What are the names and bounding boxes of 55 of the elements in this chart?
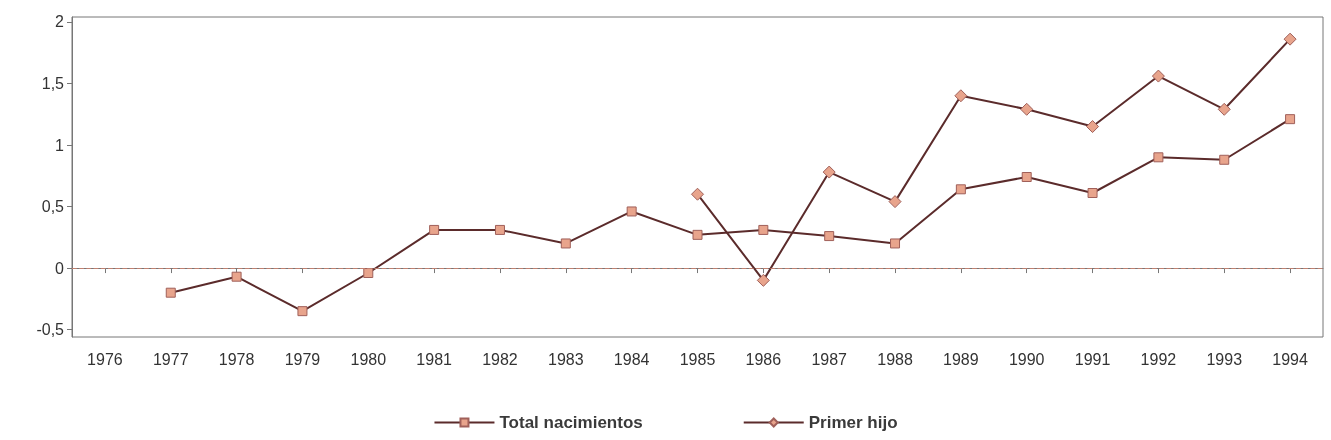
x-tick-label: 1984 [613,350,650,368]
y-tick-label: 1 [55,136,65,154]
point [1151,69,1165,83]
point [692,229,703,240]
x-tick-label: 1986 [745,350,782,368]
y-tick-label: 1,5 [41,74,65,92]
x-tick-label: 1994 [1272,350,1308,368]
point [165,287,176,298]
y-tick-label: 0,5 [41,198,65,216]
x-tick-label: 1983 [548,350,584,368]
point [888,195,902,209]
point [1086,120,1100,134]
x-tick-label: 1980 [350,350,387,368]
x-tick-label: 1987 [811,350,848,368]
point [560,238,571,249]
x-tick-label: 1985 [679,350,716,368]
x-tick-label: 1989 [943,350,979,368]
y-tick-label: 0 [55,259,65,277]
x-tick-label: 1981 [416,350,453,368]
x-tick-label: 1992 [1140,350,1177,368]
point [494,224,505,235]
point [1285,114,1296,125]
x-tick-label: 1977 [152,350,189,368]
point [1087,188,1098,198]
point [363,268,374,278]
point [824,231,835,242]
point [1217,102,1231,116]
point [758,224,769,235]
x-tick-label: 1993 [1206,350,1243,368]
point [1283,32,1297,46]
point [822,165,836,179]
x-tick-label: 1991 [1074,350,1111,368]
point [890,238,901,249]
x-tick-label: 1978 [218,350,255,368]
point [626,206,637,217]
point [691,187,704,201]
point [297,306,308,317]
x-tick-label: 1976 [87,350,123,368]
legend-label: Total nacimientos [499,413,643,432]
point [955,184,966,195]
point [231,271,242,282]
point [429,224,440,235]
x-tick-label: 1982 [482,350,518,368]
x-tick-label: 1990 [1008,350,1045,368]
legend-label: Primer hijo [808,413,898,432]
point [1021,172,1032,182]
x-tick-label: 1979 [284,350,321,368]
point [1153,152,1164,163]
point [1219,154,1230,165]
x-tick-label: 1988 [877,350,913,368]
point [1020,102,1034,116]
point [756,273,770,287]
y-tick-label: 2 [55,13,65,31]
point [954,89,968,103]
y-tick-label: -0,5 [36,321,65,339]
